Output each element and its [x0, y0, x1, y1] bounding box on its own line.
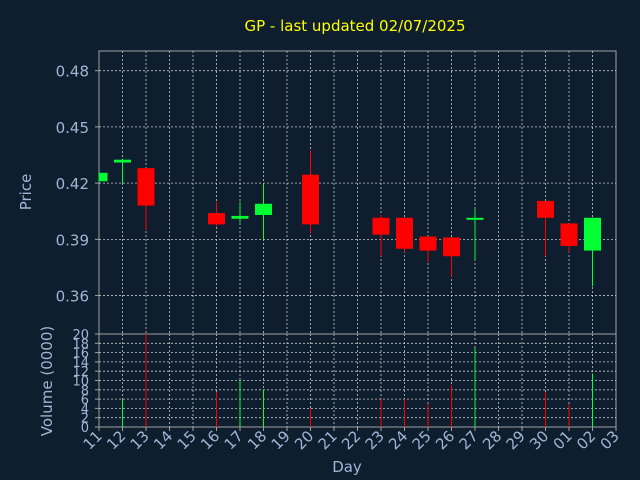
x-tick-label: 25 [409, 427, 435, 453]
x-tick-label: 12 [103, 427, 129, 453]
candle-body [231, 215, 249, 219]
volume-tick-label: 20 [72, 328, 89, 343]
x-tick-label: 02 [573, 427, 599, 453]
price-tick-label: 0.39 [56, 231, 89, 249]
candle-body [372, 217, 390, 235]
volume-tick-label: 8 [81, 384, 89, 399]
x-axis-label: Day [332, 458, 362, 476]
x-tick-label: 15 [174, 427, 200, 453]
x-tick-label: 22 [338, 427, 364, 453]
volume-tick-label: 18 [72, 337, 89, 352]
x-tick-label: 23 [362, 427, 388, 453]
chart-title: GP - last updated 02/07/2025 [244, 17, 465, 35]
x-tick-label: 18 [244, 427, 270, 453]
x-tick-label: 14 [150, 427, 176, 453]
volume-tick-label: 6 [81, 393, 89, 408]
price-panel: 0.36 0.39 0.42 0.45 0.48 [56, 50, 617, 335]
price-tick-label: 0.45 [56, 119, 89, 137]
volume-tick-label: 16 [72, 347, 89, 362]
volume-tick-label: 4 [81, 402, 89, 417]
candle-body [584, 217, 601, 251]
candle-body [396, 217, 413, 249]
candle-body [137, 168, 155, 206]
price-tick-label: 0.48 [56, 63, 89, 81]
x-tick-label: 13 [127, 427, 153, 453]
price-tick-label: 0.42 [56, 175, 89, 193]
price-tick-label: 0.36 [56, 288, 89, 306]
candle-body [255, 203, 272, 215]
candle-body [466, 217, 484, 220]
price-axis-label: Price [17, 174, 35, 211]
x-tick-label: 21 [315, 427, 341, 453]
x-tick-label: 19 [268, 427, 294, 453]
candle-body [208, 213, 225, 225]
x-tick-label: 28 [479, 427, 505, 453]
candle-body [443, 237, 460, 257]
x-tick-label: 24 [385, 427, 411, 453]
x-tick-label: 03 [597, 427, 623, 453]
x-tick-label: 17 [221, 427, 247, 453]
volume-tick-label: 12 [72, 365, 89, 380]
x-tick-label: 16 [197, 427, 223, 453]
x-tick-label: 30 [526, 427, 552, 453]
candle-body [537, 200, 554, 218]
x-tick-label: 29 [503, 427, 529, 453]
volume-tick-label: 10 [72, 375, 89, 390]
x-tick-label: 01 [550, 427, 576, 453]
volume-tick-label: 2 [81, 412, 89, 427]
volume-axis-label: Volume (0000) [38, 326, 56, 436]
volume-tick-label: 14 [72, 356, 89, 371]
candle-body [419, 236, 437, 251]
candle-body [560, 223, 578, 246]
candle-body [114, 159, 131, 163]
x-tick-label: 20 [291, 427, 317, 453]
x-axis-ticks: 1112131415161718192021222324252627282930… [80, 427, 623, 453]
candle-body [302, 174, 319, 225]
x-tick-label: 26 [432, 427, 458, 453]
volume-tick-label: 0 [81, 421, 89, 436]
x-tick-label: 27 [456, 427, 482, 453]
candle-body [99, 172, 108, 182]
